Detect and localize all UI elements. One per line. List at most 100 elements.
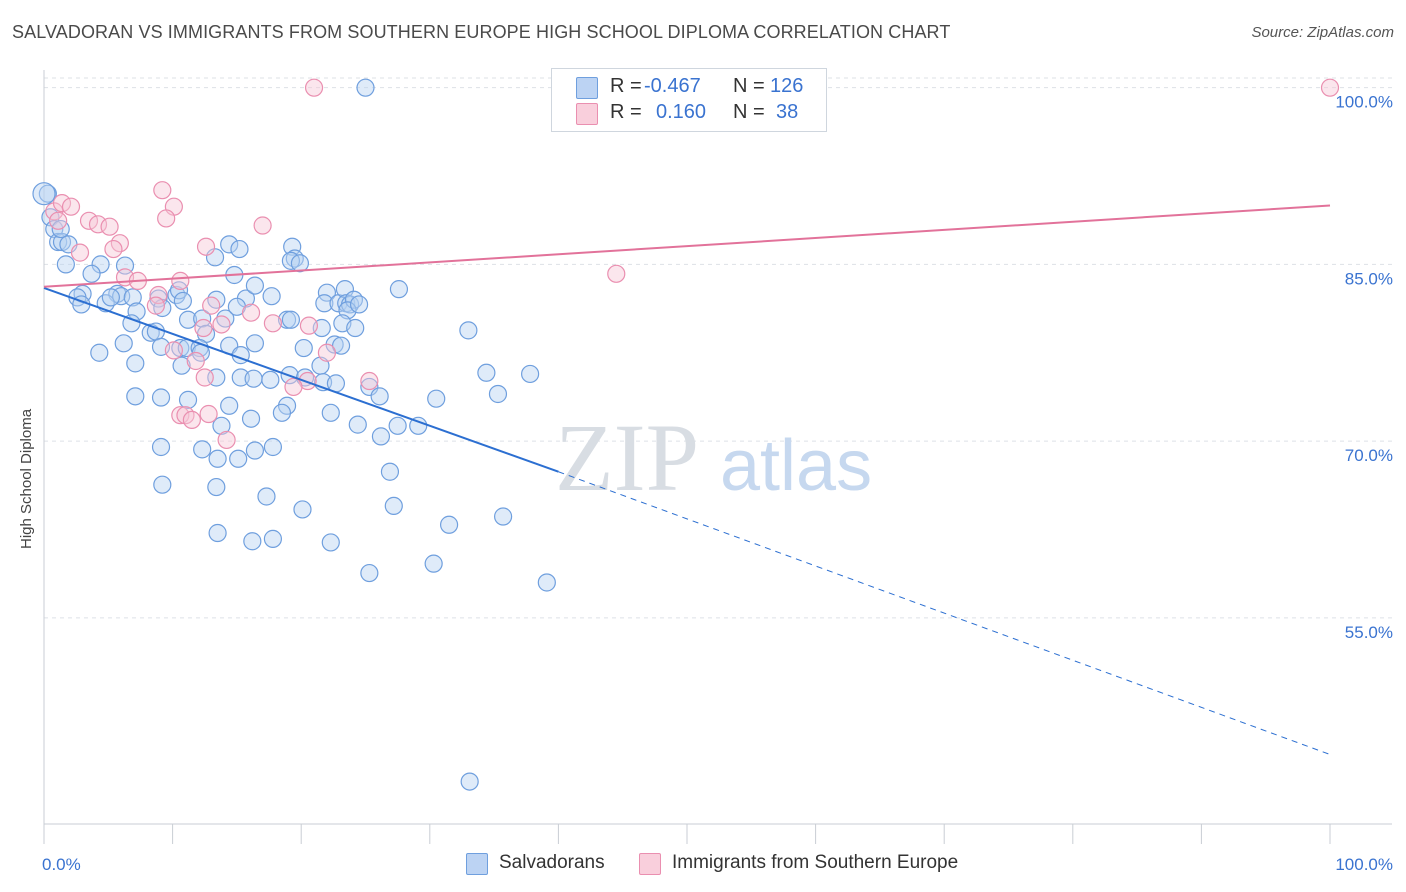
salvadoran-point <box>409 416 428 435</box>
southern-europe-point <box>171 271 190 290</box>
southern-europe-point <box>104 239 123 259</box>
salvadoran-point <box>424 554 443 573</box>
salvadoran-point <box>101 288 120 307</box>
legend-swatch-pink <box>576 103 598 125</box>
salvadoran-point <box>494 507 513 526</box>
southern-europe-point <box>52 194 72 213</box>
salvadoran-point <box>151 388 171 407</box>
southern-europe-trend-line <box>43 204 1331 288</box>
southern-europe-point <box>241 303 261 322</box>
salvadoran-point <box>126 354 145 373</box>
salvadoran-point <box>231 368 250 387</box>
salvadoran-point <box>427 389 446 408</box>
bottom-legend-label: Salvadorans <box>499 852 605 873</box>
salvadoran-point <box>123 288 142 307</box>
salvadoran-point <box>257 487 276 506</box>
legend-r-value: 0.160 <box>656 101 707 123</box>
salvadoran-point <box>212 416 231 435</box>
salvadoran-point <box>32 182 56 206</box>
salvadoran-point <box>245 276 265 295</box>
salvadoran-point <box>384 496 403 516</box>
salvadoran-point <box>178 390 198 409</box>
salvadoran-point <box>245 334 265 353</box>
salvadoran-point <box>245 441 265 460</box>
y-tick-label: 100.0% <box>1335 93 1393 112</box>
salvadoran-point <box>277 310 297 329</box>
legend-n-value: 126 <box>770 75 804 97</box>
salvadoran-point <box>178 310 198 329</box>
southern-europe-point <box>607 264 626 283</box>
salvadoran-point <box>172 356 191 375</box>
y-tick-label: 70.0% <box>1345 446 1393 465</box>
southern-europe-point <box>182 410 201 430</box>
salvadoran-point <box>348 415 367 434</box>
legend-n-value: 38 <box>776 101 799 123</box>
salvadoran-point <box>243 532 262 551</box>
legend-r-label: R = <box>610 101 642 123</box>
southern-europe-point <box>195 368 214 387</box>
salvadoran-point <box>388 416 407 435</box>
salvadoran-point <box>193 309 212 328</box>
southern-europe-point <box>263 314 283 333</box>
salvadoran-point <box>263 437 283 457</box>
salvadoran-point <box>488 384 508 404</box>
southern-europe-point <box>186 351 205 371</box>
salvadoran-point <box>439 515 459 534</box>
salvadoran-point <box>537 573 556 592</box>
tick-labels: 55.0% 70.0% 85.0% 100.0% 0.0% 100.0% <box>42 93 1393 874</box>
salvadoran-point <box>360 563 379 583</box>
southern-europe-point <box>61 197 81 216</box>
salvadoran-point <box>261 370 280 389</box>
salvadoran-point <box>90 343 109 362</box>
salvadoran-point <box>220 396 239 415</box>
southern-europe-point <box>164 341 183 360</box>
axis-layer <box>43 70 1392 844</box>
southern-europe-point <box>360 371 379 391</box>
salvadoran-point <box>371 427 391 446</box>
salvadoran-point <box>244 369 263 388</box>
southern-europe-point <box>199 404 218 424</box>
legend-r-label: R = <box>610 75 642 97</box>
salvadoran-point <box>207 290 226 309</box>
watermark-atlas: atlas <box>720 426 872 506</box>
salvadoran-point <box>82 264 101 283</box>
salvadoran-point <box>380 462 400 481</box>
salvadoran-point <box>122 314 141 333</box>
legend-swatch-blue <box>576 77 598 99</box>
salvadoran-point <box>56 255 75 274</box>
salvadoran-point <box>315 294 334 313</box>
y-tick-label: 85.0% <box>1345 269 1393 288</box>
salvadoran-point <box>349 295 369 314</box>
legend-n-label: N = <box>733 75 765 97</box>
salvadoran-trend-line <box>43 287 559 473</box>
salvadoran-point <box>241 409 261 428</box>
southern-europe-point <box>49 211 68 230</box>
x-tick-label: 0.0% <box>42 855 81 874</box>
southern-europe-point <box>100 217 119 236</box>
southern-europe-point <box>196 237 216 256</box>
salvadoran-point <box>460 772 479 791</box>
southern-europe-point <box>284 377 303 397</box>
salvadoran-point <box>208 523 227 543</box>
southern-europe-point <box>79 211 99 230</box>
salvadoran-point <box>293 500 312 519</box>
southern-europe-point <box>253 216 272 235</box>
bottom-legend-label: Immigrants from Southern Europe <box>672 852 959 873</box>
trend-layer <box>43 204 1331 755</box>
salvadoran-point <box>321 533 340 552</box>
southern-europe-point <box>299 316 319 335</box>
legend-r-value: -0.467 <box>644 75 701 97</box>
salvadoran-trend-projection <box>558 471 1331 755</box>
salvadoran-point <box>370 387 389 406</box>
southern-europe-point <box>149 285 168 305</box>
salvadoran-point <box>294 338 313 358</box>
bottom-legend-swatch-pink <box>639 853 661 875</box>
southern-europe-point <box>70 243 90 262</box>
salvadoran-point <box>169 281 189 300</box>
salvadoran-point <box>346 318 365 338</box>
salvadoran-point <box>193 440 212 459</box>
salvadoran-point <box>272 403 292 422</box>
southern-europe-point <box>171 406 190 425</box>
salvadoran-point <box>321 403 340 422</box>
